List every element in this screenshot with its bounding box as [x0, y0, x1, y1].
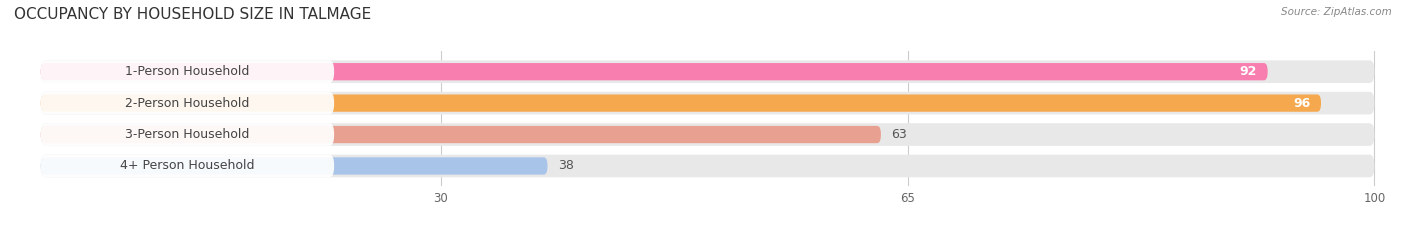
Text: OCCUPANCY BY HOUSEHOLD SIZE IN TALMAGE: OCCUPANCY BY HOUSEHOLD SIZE IN TALMAGE: [14, 7, 371, 22]
FancyBboxPatch shape: [41, 60, 1375, 83]
FancyBboxPatch shape: [41, 92, 335, 114]
Text: 63: 63: [891, 128, 907, 141]
Text: 2-Person Household: 2-Person Household: [125, 97, 250, 110]
FancyBboxPatch shape: [41, 94, 1322, 112]
FancyBboxPatch shape: [41, 157, 547, 175]
FancyBboxPatch shape: [41, 123, 335, 146]
Text: 3-Person Household: 3-Person Household: [125, 128, 250, 141]
FancyBboxPatch shape: [41, 155, 1375, 177]
FancyBboxPatch shape: [41, 63, 1268, 80]
Text: 38: 38: [558, 159, 574, 172]
Text: 4+ Person Household: 4+ Person Household: [120, 159, 254, 172]
Text: Source: ZipAtlas.com: Source: ZipAtlas.com: [1281, 7, 1392, 17]
FancyBboxPatch shape: [41, 123, 1375, 146]
Text: 96: 96: [1294, 97, 1310, 110]
Text: 1-Person Household: 1-Person Household: [125, 65, 250, 78]
FancyBboxPatch shape: [41, 126, 882, 143]
Text: 92: 92: [1240, 65, 1257, 78]
FancyBboxPatch shape: [41, 60, 335, 83]
FancyBboxPatch shape: [41, 92, 1375, 114]
FancyBboxPatch shape: [41, 155, 335, 177]
